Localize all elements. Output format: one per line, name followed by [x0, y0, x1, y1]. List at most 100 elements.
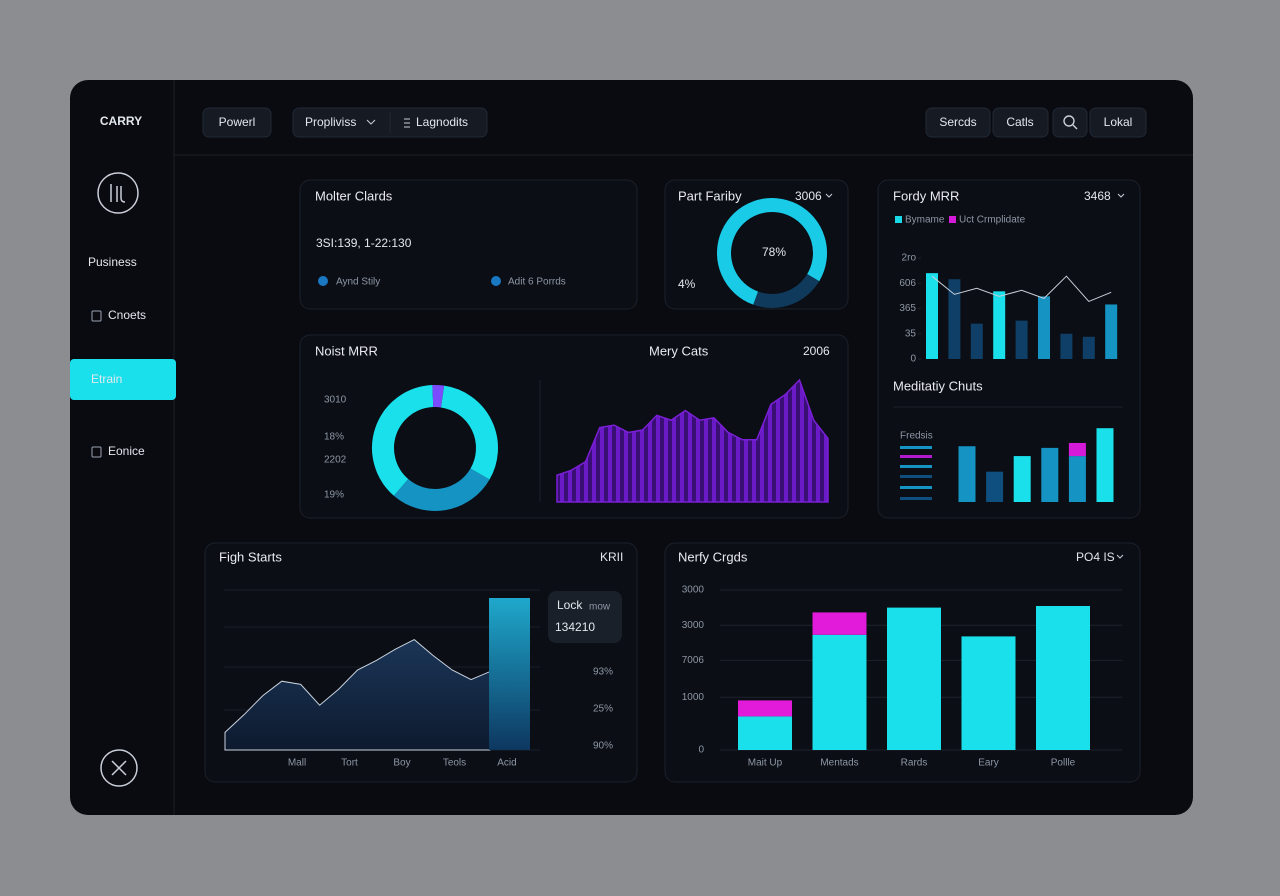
card-title: Fordy MRR — [893, 188, 959, 203]
y-tick-label: 3000 — [682, 585, 705, 596]
tooltip-title: Lock — [557, 598, 583, 612]
y-tick-label: 2ro — [902, 253, 917, 264]
bar — [958, 446, 976, 502]
donut-segment — [372, 385, 434, 496]
chevron — [1117, 193, 1125, 198]
tooltip-sub: mow — [589, 602, 611, 613]
bar — [970, 323, 983, 359]
bar — [812, 612, 867, 635]
line — [931, 275, 1112, 303]
nav-button[interactable] — [925, 107, 991, 138]
y-tick-label: 0 — [910, 354, 916, 365]
bar — [887, 607, 941, 750]
chevron — [366, 119, 376, 125]
bar — [986, 471, 1004, 502]
card-title: Mery Cats — [649, 343, 709, 358]
card-title: Molter Clards — [315, 188, 393, 203]
card-title: Part Fariby — [678, 188, 742, 203]
y-tick-label: 0 — [698, 745, 704, 756]
menu-icon — [404, 118, 410, 128]
x-tick-label: Teols — [443, 758, 466, 769]
legend-label: Uct Crmplidate — [959, 215, 1026, 226]
y-tick-label: 606 — [899, 278, 916, 289]
side-label: 2202 — [324, 455, 347, 466]
card-title: Nerfy Crgds — [678, 549, 748, 564]
nav-button[interactable] — [202, 107, 272, 138]
card-filter: 3468 — [1084, 189, 1111, 203]
area — [556, 378, 829, 503]
legend-swatch — [949, 216, 956, 223]
bar — [1015, 320, 1028, 359]
donut-segment — [393, 468, 490, 511]
nav-active-bg — [70, 359, 176, 400]
card — [299, 179, 638, 310]
nav-icon — [91, 446, 102, 458]
gauge-note: 4% — [678, 277, 696, 291]
nav-button[interactable] — [1089, 107, 1147, 138]
section-title: Meditatiy Chuts — [893, 378, 983, 393]
chevron — [1116, 554, 1124, 559]
nav-button[interactable] — [992, 107, 1049, 138]
legend-swatch — [895, 216, 902, 223]
chevron — [825, 193, 833, 198]
search-button[interactable] — [1052, 107, 1088, 138]
bar — [812, 634, 867, 750]
big-value: 3SI:139, 1-22:130 — [316, 236, 412, 250]
x-tick-label: Pollle — [1051, 758, 1076, 769]
topbar: Powerl Propliviss Lagnodits Sercds Catls… — [202, 107, 1147, 138]
bar — [1013, 456, 1031, 502]
bar — [948, 279, 961, 359]
nav-item-active[interactable]: Etrain — [91, 372, 122, 386]
bar — [1060, 333, 1073, 359]
y-tick-label: 35 — [905, 328, 917, 339]
bar — [1038, 296, 1050, 359]
section-label: Fredsis — [900, 431, 933, 442]
x-tick-label: Tort — [341, 758, 358, 769]
brand: CARRY — [100, 114, 142, 128]
bar — [1096, 428, 1114, 502]
legend-dot — [491, 276, 501, 286]
settings-button[interactable] — [100, 749, 138, 787]
side-label: 90% — [593, 741, 613, 752]
card-filter: PO4 IS — [1076, 550, 1115, 564]
donut-segment — [432, 385, 445, 408]
gauge-arc — [717, 198, 827, 305]
x-tick-label: Mentads — [820, 758, 858, 769]
y-tick-label: 1000 — [682, 692, 705, 703]
x-tick-label: Rards — [901, 758, 928, 769]
nav-icon — [91, 310, 102, 322]
nav-label: Powerl — [219, 115, 256, 129]
bar — [738, 700, 792, 717]
side-label: 93% — [593, 667, 613, 678]
card-filter: 2006 — [803, 344, 830, 358]
nav-label: Lokal — [1104, 115, 1133, 129]
legend-dot — [318, 276, 328, 286]
mini-lines — [900, 446, 932, 500]
legend-label: Bymame — [905, 215, 945, 226]
x-tick-label: Mait Up — [748, 758, 783, 769]
bar — [489, 598, 530, 750]
logo-icon — [97, 172, 139, 214]
bar — [926, 273, 938, 359]
card-filter: 3006 — [795, 189, 822, 203]
bar — [1041, 447, 1059, 502]
bar — [1068, 442, 1086, 457]
side-label: 18% — [324, 432, 344, 443]
y-tick-label: 3000 — [682, 620, 705, 631]
donut-segment — [440, 385, 498, 480]
x-tick-label: Eary — [978, 758, 999, 769]
bar — [993, 291, 1006, 359]
nav-label: Catls — [1006, 115, 1033, 129]
bar — [1036, 606, 1090, 750]
legend-label: Adit 6 Porrds — [508, 277, 566, 288]
nav-item[interactable]: Eonice — [108, 444, 145, 458]
nav-item[interactable]: Cnoets — [108, 308, 146, 322]
bar — [1105, 304, 1118, 359]
x-tick-label: Boy — [393, 758, 410, 769]
nav-item[interactable]: Pusiness — [88, 255, 137, 269]
bar — [961, 636, 1016, 750]
card-filter: KRII — [600, 550, 623, 564]
search-icon — [1063, 115, 1075, 127]
